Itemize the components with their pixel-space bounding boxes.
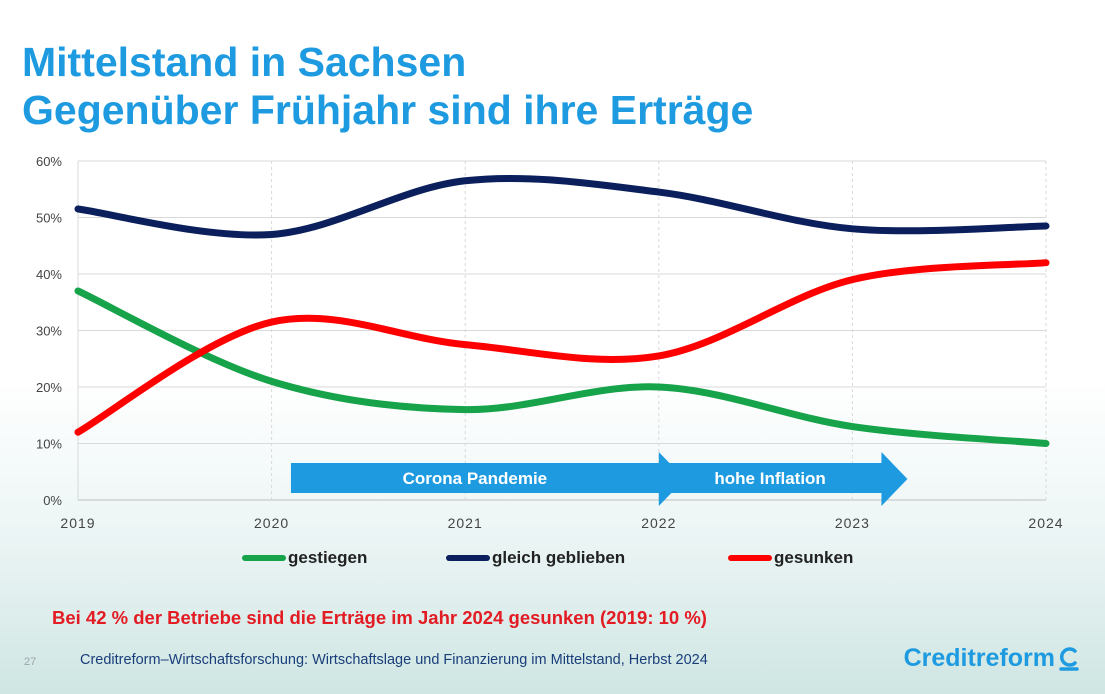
y-tick-label: 0% xyxy=(43,493,62,508)
period-arrow-shape xyxy=(658,452,908,506)
line-chart: 0% 10% 20% 30% 40% 50% 60% 2019 2020 2021 2022 202… xyxy=(36,154,1063,531)
legend: gestiegen gleich geblieben gesunken xyxy=(0,548,1105,572)
y-tick-label: 10% xyxy=(36,437,62,452)
x-tick-label: 2021 xyxy=(448,515,483,531)
legend-swatch-gestiegen xyxy=(242,555,286,561)
legend-item-gestiegen: gestiegen xyxy=(242,548,367,568)
grid-lines xyxy=(77,160,1047,501)
x-tick-label: 2022 xyxy=(641,515,676,531)
series-line-gesunken xyxy=(74,259,1050,436)
series-lines xyxy=(74,174,1050,447)
y-tick-label: 20% xyxy=(36,380,62,395)
y-tick-label: 30% xyxy=(36,324,62,339)
x-tick-label: 2020 xyxy=(254,515,289,531)
period-arrow-shape xyxy=(290,452,685,506)
period-arrows: Corona Pandemie hohe Inflation xyxy=(290,452,908,506)
title-line-2: Gegenüber Frühjahr sind ihre Erträge xyxy=(22,87,754,133)
page-number: 27 xyxy=(24,656,37,668)
legend-swatch-gleich-geblieben xyxy=(446,555,490,561)
legend-label-gesunken: gesunken xyxy=(774,548,854,567)
y-tick-label: 40% xyxy=(36,267,62,282)
summary-text: Bei 42 % der Betriebe sind die Erträge i… xyxy=(52,607,707,628)
y-axis-ticks: 0% 10% 20% 30% 40% 50% 60% xyxy=(36,154,62,508)
creditreform-logo-icon xyxy=(1059,647,1079,671)
brand-logo-text: Creditreform xyxy=(903,644,1055,672)
series-line-gestiegen xyxy=(74,287,1050,447)
period-arrow: Corona Pandemie xyxy=(290,452,685,506)
legend-item-gleich-geblieben: gleich geblieben xyxy=(446,548,625,568)
legend-swatch-gesunken xyxy=(728,555,772,561)
legend-item-gesunken: gesunken xyxy=(728,548,853,568)
x-tick-label: 2023 xyxy=(835,515,870,531)
y-tick-label: 60% xyxy=(36,154,62,169)
x-axis-ticks: 2019 2020 2021 2022 2023 2024 xyxy=(60,515,1063,531)
x-tick-label: 2019 xyxy=(60,515,95,531)
y-tick-label: 50% xyxy=(36,211,62,226)
page-title: Mittelstand in Sachsen Gegenüber Frühjah… xyxy=(22,38,753,134)
period-arrow: hohe Inflation xyxy=(658,452,908,506)
x-tick-label: 2024 xyxy=(1028,515,1063,531)
period-arrow-label: Corona Pandemie xyxy=(403,469,548,488)
legend-label-gleich-geblieben: gleich geblieben xyxy=(492,548,626,567)
series-line-gleich-geblieben xyxy=(74,174,1050,239)
period-arrow-label: hohe Inflation xyxy=(714,469,825,488)
title-line-1: Mittelstand in Sachsen xyxy=(22,39,467,85)
source-note: Creditreform–Wirtschaftsforschung: Wirts… xyxy=(80,652,708,668)
legend-label-gestiegen: gestiegen xyxy=(288,548,368,567)
